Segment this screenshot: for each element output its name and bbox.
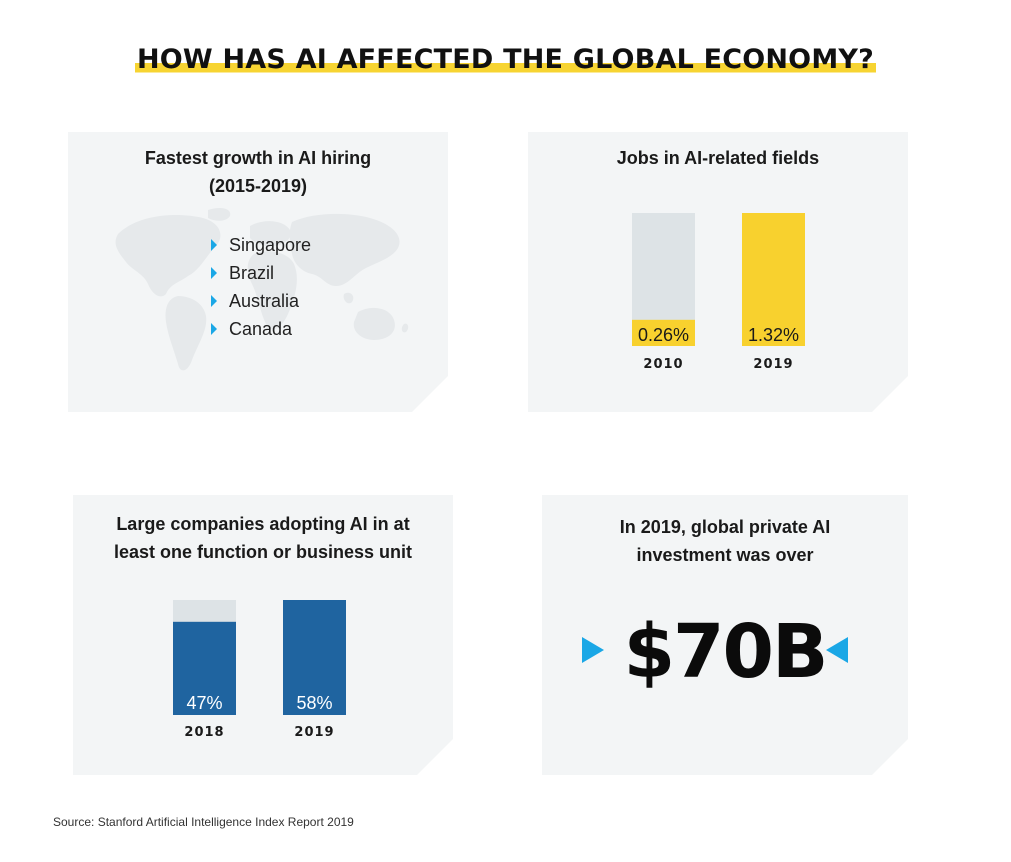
value-label-2019: 58% bbox=[296, 693, 332, 713]
hiring-title: Fastest growth in AI hiring (2015-2019) bbox=[68, 144, 448, 200]
list-item: Brazil bbox=[208, 259, 311, 287]
adoption-chart-title: Large companies adopting AI in at least … bbox=[73, 510, 453, 566]
bar-2018 bbox=[173, 622, 236, 715]
adoption-title-line1: Large companies adopting AI in at bbox=[116, 514, 410, 534]
country-label: Singapore bbox=[229, 235, 312, 255]
adoption-panel: Large companies adopting AI in at least … bbox=[73, 495, 453, 775]
adoption-chart: 47% 2018 58% 2019 bbox=[73, 495, 453, 775]
arrow-left-icon bbox=[826, 637, 848, 663]
triangle-right-icon bbox=[211, 295, 217, 307]
title-wrapper: HOW HAS AI AFFECTED THE GLOBAL ECONOMY? bbox=[0, 44, 1011, 75]
x-tick-2019: 2019 bbox=[753, 357, 793, 372]
value-label-2010: 0.26% bbox=[638, 325, 689, 345]
country-label: Brazil bbox=[229, 263, 275, 283]
triangle-right-icon bbox=[211, 323, 217, 335]
triangle-right-icon bbox=[211, 267, 217, 279]
list-item: Australia bbox=[208, 287, 311, 315]
list-item: Canada bbox=[208, 315, 311, 343]
investment-title: In 2019, global private AI investment wa… bbox=[542, 513, 908, 569]
bar-2019 bbox=[742, 213, 805, 346]
investment-panel: In 2019, global private AI investment wa… bbox=[542, 495, 908, 775]
adoption-title-line2: least one function or business unit bbox=[113, 542, 413, 562]
jobs-panel: Jobs in AI-related fields 0.26% 2010 1.3… bbox=[528, 132, 908, 412]
triangle-right-icon bbox=[211, 239, 217, 251]
source-note: Source: Stanford Artificial Intelligence… bbox=[53, 815, 354, 829]
x-tick-2019: 2019 bbox=[294, 725, 334, 740]
value-label-bg-2010 bbox=[632, 320, 695, 346]
investment-title-line1: In 2019, global private AI bbox=[619, 517, 831, 537]
x-tick-2018: 2018 bbox=[184, 725, 224, 740]
jobs-chart-title: Jobs in AI-related fields bbox=[616, 148, 820, 168]
value-label-2019: 1.32% bbox=[748, 325, 799, 345]
list-item: Singapore bbox=[208, 231, 311, 259]
bar-2019 bbox=[283, 600, 346, 715]
world-map-icon bbox=[108, 204, 418, 384]
value-label-2018: 47% bbox=[186, 693, 222, 713]
x-tick-2010: 2010 bbox=[643, 357, 683, 372]
hiring-panel: Fastest growth in AI hiring (2015-2019) … bbox=[68, 132, 448, 412]
country-label: Canada bbox=[229, 319, 293, 339]
investment-title-line2: investment was over bbox=[636, 545, 814, 565]
page-title: HOW HAS AI AFFECTED THE GLOBAL ECONOMY? bbox=[134, 44, 877, 75]
hiring-title-line1: Fastest growth in AI hiring bbox=[144, 148, 372, 168]
country-list: Singapore Brazil Australia Canada bbox=[208, 231, 311, 343]
arrow-right-icon bbox=[582, 637, 604, 663]
jobs-chart: 0.26% 2010 1.32% 2019 bbox=[528, 132, 908, 412]
country-label: Australia bbox=[229, 291, 300, 311]
hiring-title-line2: (2015-2019) bbox=[208, 176, 308, 196]
investment-value: $70B bbox=[623, 609, 827, 695]
